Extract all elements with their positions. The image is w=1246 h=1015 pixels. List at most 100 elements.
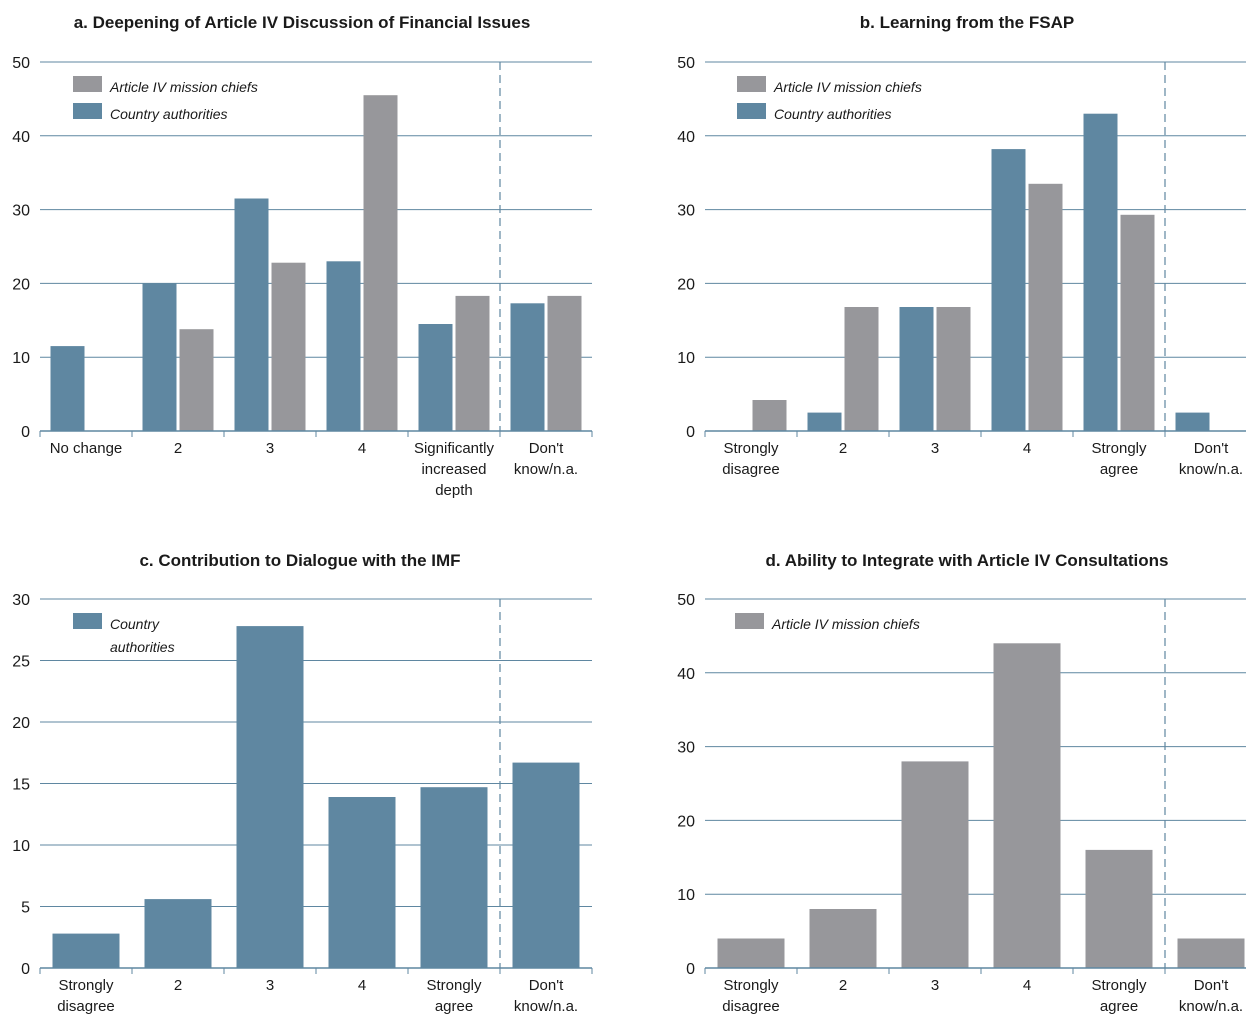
bar (142, 283, 177, 431)
y-tick-label: 20 (12, 715, 30, 732)
y-tick-label: 10 (12, 350, 30, 367)
x-tick-label: 4 (1023, 977, 1031, 994)
legend-label: Article IV mission chiefs (771, 616, 920, 632)
bar (420, 787, 488, 968)
x-tick-label: Strongly disagree (57, 977, 115, 1015)
x-tick-label: No change (50, 440, 123, 457)
bar (234, 198, 269, 431)
y-tick-label: 30 (12, 592, 30, 609)
y-tick-label: 10 (12, 838, 30, 855)
y-tick-label: 10 (677, 887, 695, 904)
bar (326, 261, 361, 431)
x-tick-label: Strongly agree (1091, 440, 1147, 478)
chart-title: d. Ability to Integrate with Article IV … (766, 551, 1169, 570)
x-tick-label: Strongly disagree (722, 440, 780, 478)
y-tick-label: 20 (12, 276, 30, 293)
bar (993, 643, 1061, 968)
chart-panel-d: d. Ability to Integrate with Article IV … (677, 551, 1246, 1015)
bar (899, 307, 934, 431)
y-tick-label: 25 (12, 654, 30, 671)
chart-title: a. Deepening of Article IV Discussion of… (74, 13, 531, 32)
y-tick-label: 40 (677, 666, 695, 683)
legend-label: Country authorities (110, 616, 175, 655)
bar (1120, 214, 1155, 431)
legend-swatch (737, 76, 766, 92)
x-tick-label: 2 (174, 977, 182, 994)
chart-panel-b: b. Learning from the FSAP 0 10 20 30 40 50 Stro… (677, 13, 1246, 478)
y-tick-label: 20 (677, 813, 695, 830)
bar (455, 295, 490, 431)
bar (1083, 113, 1118, 431)
x-tick-label: Don't know/n.a. (1179, 440, 1243, 478)
y-tick-label: 40 (12, 129, 30, 146)
bar (807, 412, 842, 431)
bar (547, 295, 582, 431)
y-tick-label: 0 (21, 961, 30, 978)
chart-title: c. Contribution to Dialogue with the IMF (139, 551, 460, 570)
legend-swatch (735, 613, 764, 629)
bar (52, 933, 120, 968)
chart-panel-c: c. Contribution to Dialogue with the IMF… (12, 551, 593, 1015)
bar (936, 307, 971, 431)
legend-label: Country authorities (774, 106, 892, 122)
bar (1177, 938, 1245, 968)
x-tick-label: 3 (266, 977, 274, 994)
y-tick-label: 20 (677, 276, 695, 293)
bar (236, 626, 304, 968)
bar (512, 762, 580, 968)
bar (50, 346, 85, 431)
legend-swatch (73, 76, 102, 92)
x-tick-label: 4 (1023, 440, 1031, 457)
legend-label: Article IV mission chiefs (773, 79, 922, 95)
bar (363, 95, 398, 431)
bar (328, 797, 396, 968)
chart-panel-a: a. Deepening of Article IV Discussion of… (12, 13, 593, 499)
x-tick-label: 3 (931, 440, 939, 457)
y-tick-label: 40 (677, 129, 695, 146)
x-tick-label: Strongly agree (426, 977, 482, 1015)
bar (271, 262, 306, 431)
bar (844, 307, 879, 431)
x-tick-label: Don't know/n.a. (1179, 977, 1243, 1015)
x-tick-label: 2 (174, 440, 182, 457)
bar (418, 324, 453, 431)
x-tick-label: 4 (358, 440, 366, 457)
bar (1175, 412, 1210, 431)
x-tick-label: 2 (839, 440, 847, 457)
y-tick-label: 30 (12, 203, 30, 220)
x-tick-label: 4 (358, 977, 366, 994)
x-tick-label: Strongly disagree (722, 977, 780, 1015)
legend-swatch (737, 103, 766, 119)
y-tick-label: 5 (21, 900, 30, 917)
y-tick-label: 0 (686, 424, 695, 441)
y-tick-label: 0 (21, 424, 30, 441)
bar (1028, 183, 1063, 431)
x-tick-label: Strongly agree (1091, 977, 1147, 1015)
y-tick-label: 10 (677, 350, 695, 367)
y-tick-label: 50 (12, 55, 30, 72)
y-tick-label: 50 (677, 55, 695, 72)
x-tick-label: 2 (839, 977, 847, 994)
y-tick-label: 30 (677, 203, 695, 220)
bar (144, 899, 212, 968)
x-tick-label: Don't know/n.a. (514, 440, 578, 478)
chart-title: b. Learning from the FSAP (860, 13, 1074, 32)
x-tick-label: 3 (931, 977, 939, 994)
bar (752, 400, 787, 431)
bar (179, 329, 214, 431)
legend-swatch (73, 103, 102, 119)
bar (991, 149, 1026, 431)
legend-label: Article IV mission chiefs (109, 79, 258, 95)
bar (809, 909, 877, 968)
x-tick-label: Don't know/n.a. (514, 977, 578, 1015)
legend-label: Country authorities (110, 106, 228, 122)
bar (1085, 849, 1153, 968)
x-tick-label: 3 (266, 440, 274, 457)
bar (717, 938, 785, 968)
y-tick-label: 0 (686, 961, 695, 978)
y-tick-label: 50 (677, 592, 695, 609)
legend-swatch (73, 613, 102, 629)
bar (510, 303, 545, 431)
y-tick-label: 30 (677, 740, 695, 757)
